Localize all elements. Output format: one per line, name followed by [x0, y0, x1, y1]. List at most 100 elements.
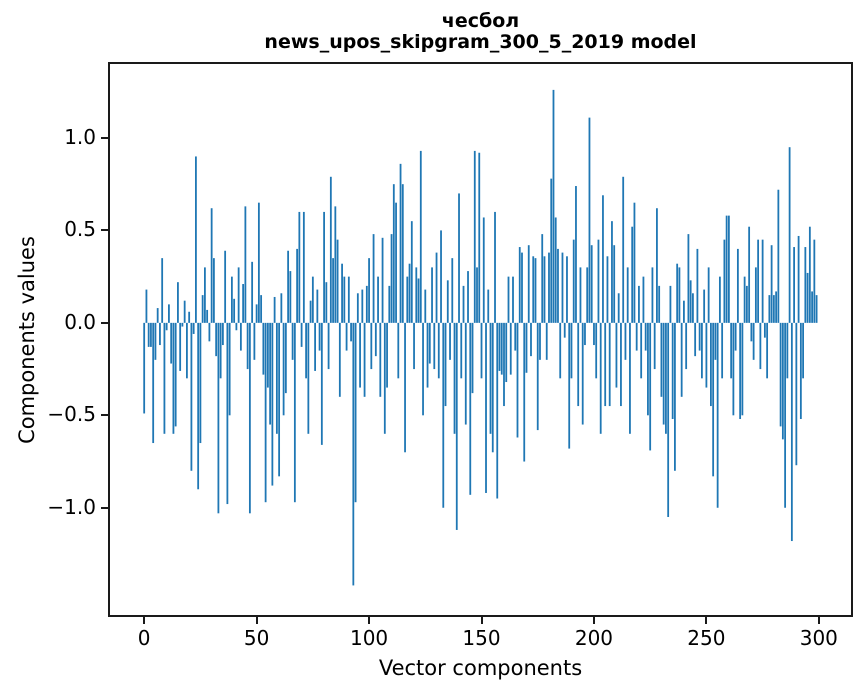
bar [415, 267, 418, 323]
bar [246, 322, 249, 370]
bar [487, 289, 490, 323]
bar [613, 245, 616, 323]
bar [710, 322, 712, 407]
bar [736, 248, 739, 323]
bar [305, 322, 307, 379]
bar [325, 282, 328, 323]
bar [788, 147, 791, 323]
bar [408, 263, 411, 323]
y-tick-label: 1.0 [64, 124, 96, 149]
bar [361, 289, 364, 323]
bar [494, 211, 496, 323]
bar [656, 208, 658, 323]
bar [521, 252, 523, 323]
bar [514, 322, 517, 351]
bar [721, 322, 724, 379]
bar [611, 221, 613, 323]
bar [233, 298, 236, 323]
chart-title-line-2: news_upos_skipgram_300_5_2019 model [264, 31, 697, 53]
bar [808, 226, 811, 323]
bar [275, 322, 278, 434]
bar [451, 258, 454, 323]
bar [186, 322, 188, 379]
bar [599, 322, 602, 434]
bar [289, 271, 292, 323]
bar [550, 178, 553, 323]
bar [680, 322, 683, 397]
bar [150, 322, 152, 347]
bar [161, 258, 164, 323]
bar [352, 322, 355, 586]
bar [345, 322, 348, 351]
bar [534, 258, 537, 323]
bar [309, 300, 312, 323]
bar [440, 230, 442, 323]
bar [559, 322, 562, 379]
bar [665, 322, 667, 434]
bar [631, 226, 634, 323]
bar [316, 289, 319, 323]
bar [269, 322, 272, 425]
bar [633, 202, 636, 323]
bar [381, 237, 384, 323]
bar [278, 322, 281, 477]
bar [280, 293, 283, 323]
bar [579, 267, 582, 323]
bar [626, 267, 629, 323]
bar [255, 304, 258, 323]
bar [293, 322, 296, 503]
bar [802, 322, 804, 379]
x-axis-label: Vector components [378, 656, 583, 680]
bar [392, 184, 395, 323]
bar [644, 322, 647, 351]
bar [784, 322, 787, 508]
bar [615, 322, 618, 388]
bar [356, 293, 359, 323]
bar [676, 263, 679, 323]
bar [163, 322, 166, 434]
bar [705, 322, 708, 388]
bar [671, 322, 674, 420]
bar [739, 322, 742, 420]
bar [428, 322, 431, 364]
x-tick-mark [368, 617, 371, 624]
bar [563, 322, 566, 338]
bar [154, 322, 157, 360]
bar [608, 322, 611, 407]
bar [727, 215, 730, 323]
bar [763, 322, 766, 338]
y-tick-label: 0.0 [64, 309, 96, 334]
bar [410, 221, 413, 323]
bar [496, 322, 499, 499]
bar [779, 322, 782, 427]
bar [539, 322, 541, 360]
bar [336, 239, 339, 323]
bar [397, 322, 400, 379]
bar [359, 322, 361, 388]
y-tick-mark [101, 321, 108, 324]
bar [701, 322, 703, 379]
bar [629, 322, 631, 434]
bar [188, 311, 191, 323]
bar [581, 322, 584, 425]
bar [300, 322, 303, 347]
bar [593, 322, 595, 346]
bar [541, 234, 544, 323]
bar [469, 322, 472, 495]
bar [215, 322, 218, 357]
bar [307, 322, 310, 434]
bar [159, 322, 161, 346]
bar [424, 289, 427, 323]
bar [718, 276, 721, 323]
bar [419, 150, 422, 323]
bar [669, 285, 672, 323]
bar [689, 280, 692, 323]
bar [793, 247, 795, 323]
bar [341, 263, 343, 323]
bar [170, 322, 173, 364]
bar [377, 276, 379, 323]
bar [273, 296, 276, 323]
bar [647, 322, 649, 416]
chart-title: чесбол news_upos_skipgram_300_5_2019 mod… [108, 11, 853, 53]
bar [311, 276, 314, 323]
